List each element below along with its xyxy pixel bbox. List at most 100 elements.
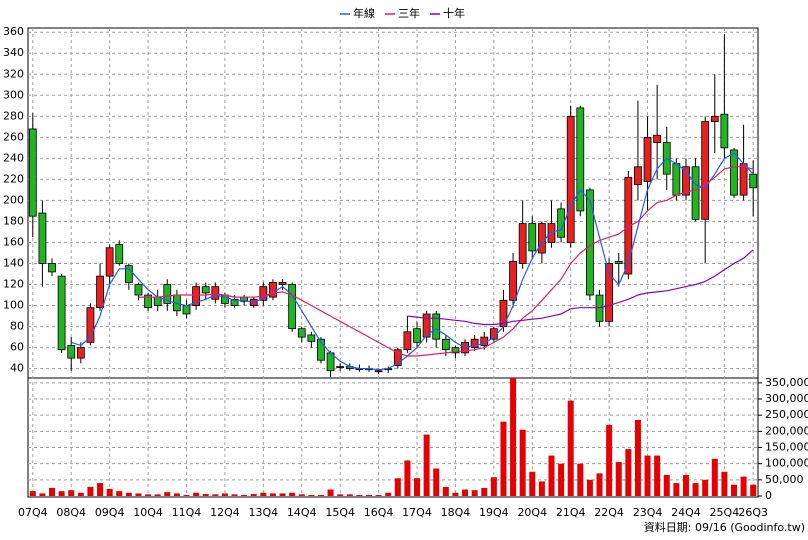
x-tick-label: 22Q4 (594, 506, 624, 519)
candle-body (134, 284, 143, 296)
candle-body (182, 305, 191, 315)
candle-body (624, 176, 633, 275)
candle-body (451, 347, 460, 354)
candle-body (576, 107, 585, 212)
volume-bar (58, 491, 65, 496)
candle-body (634, 166, 642, 186)
candle-body (201, 286, 210, 294)
volume-bar (721, 471, 728, 496)
volume-bar (106, 488, 113, 496)
x-tick-label: 20Q4 (517, 506, 547, 519)
volume-bar (625, 449, 632, 496)
volume-bar (433, 468, 440, 496)
volume-bar (154, 494, 161, 496)
x-tick-label: 10Q4 (133, 506, 163, 519)
y2-tick-label: 250,000 (765, 408, 808, 421)
candle-body (653, 134, 662, 143)
volume-bar (97, 483, 104, 496)
footer: 資料日期: 09/16 (Goodinfo.tw) (644, 520, 805, 534)
candle-body (124, 265, 133, 283)
x-tick-label: 12Q4 (210, 506, 240, 519)
legend-label: 三年 (398, 6, 420, 20)
volume-bar (423, 434, 430, 496)
y2-tick-label: 100,000 (765, 457, 808, 470)
volume-bar (414, 478, 421, 496)
y-tick-label: 340 (3, 46, 24, 59)
volume-bar (116, 491, 123, 496)
volume-bar (500, 421, 507, 496)
legend-label: 年線 (353, 6, 375, 20)
candle-body (691, 166, 700, 220)
candle-body (710, 115, 719, 122)
volume-bar (442, 486, 449, 496)
candle-body (528, 223, 537, 252)
y2-tick-label: 300,000 (765, 392, 808, 405)
volume-bar (289, 492, 296, 496)
candle-body (105, 247, 114, 277)
candle-body (518, 223, 527, 264)
volume-bar (29, 491, 36, 496)
ma-line (407, 249, 754, 326)
candle-body (269, 282, 277, 298)
y2-tick-label: 0 (765, 489, 772, 502)
candle-body (441, 338, 450, 351)
candle-body (144, 294, 152, 309)
candle-body (547, 223, 556, 243)
volume-bar (221, 493, 228, 496)
volume-bar (606, 424, 613, 496)
volume-bar (634, 420, 641, 496)
volume-bar (231, 494, 238, 496)
volume-bar (327, 489, 334, 496)
x-tick-label: 17Q4 (402, 506, 432, 519)
candle-body (730, 149, 738, 196)
x-tick-label: 18Q4 (441, 506, 471, 519)
candle-body (672, 163, 681, 196)
candle-body (682, 166, 690, 196)
volume-bar (644, 455, 651, 496)
volume-bar (279, 493, 286, 496)
candle-body (509, 261, 517, 301)
x-tick-label: 09Q4 (95, 506, 125, 519)
y-tick-label: 60 (10, 341, 24, 354)
volume-bar (39, 493, 46, 496)
volume-bar (212, 494, 219, 496)
volume-bar (596, 473, 603, 496)
candle-body (403, 331, 412, 351)
y-tick-label: 120 (3, 278, 24, 291)
candle-body (557, 208, 565, 238)
candle-body (28, 128, 37, 217)
candle-body (67, 345, 76, 359)
volume-bar (356, 495, 363, 496)
candle-body (230, 298, 239, 306)
volume-bar (692, 483, 699, 496)
candle-body (307, 334, 316, 342)
volume-bar (193, 492, 200, 496)
volume-bar (308, 495, 315, 496)
candle-body (566, 115, 575, 243)
volume-bar (260, 492, 267, 496)
volume-bar (558, 463, 565, 496)
volume-bar (750, 484, 757, 496)
volume-bar (481, 487, 488, 496)
volume-bar (548, 455, 555, 496)
volume-bar (538, 481, 545, 496)
candle-body (393, 349, 402, 366)
y-tick-label: 100 (3, 299, 24, 312)
y-tick-label: 360 (3, 25, 24, 38)
y-tick-label: 280 (3, 109, 24, 122)
plot-frame (27, 27, 759, 498)
y-tick-label: 300 (3, 88, 24, 101)
volume-bar (682, 474, 689, 496)
volume-bar (173, 493, 180, 496)
volume-bar (452, 492, 459, 496)
volume-bar (337, 494, 344, 496)
volume-bar (87, 486, 94, 496)
y-tick-label: 140 (3, 257, 24, 270)
candle-body (537, 223, 546, 254)
candle-body (317, 338, 325, 361)
x-tick-label: 19Q4 (479, 506, 509, 519)
volume-bar (510, 378, 517, 496)
volume-bar (385, 492, 392, 496)
candle-body (192, 286, 200, 306)
